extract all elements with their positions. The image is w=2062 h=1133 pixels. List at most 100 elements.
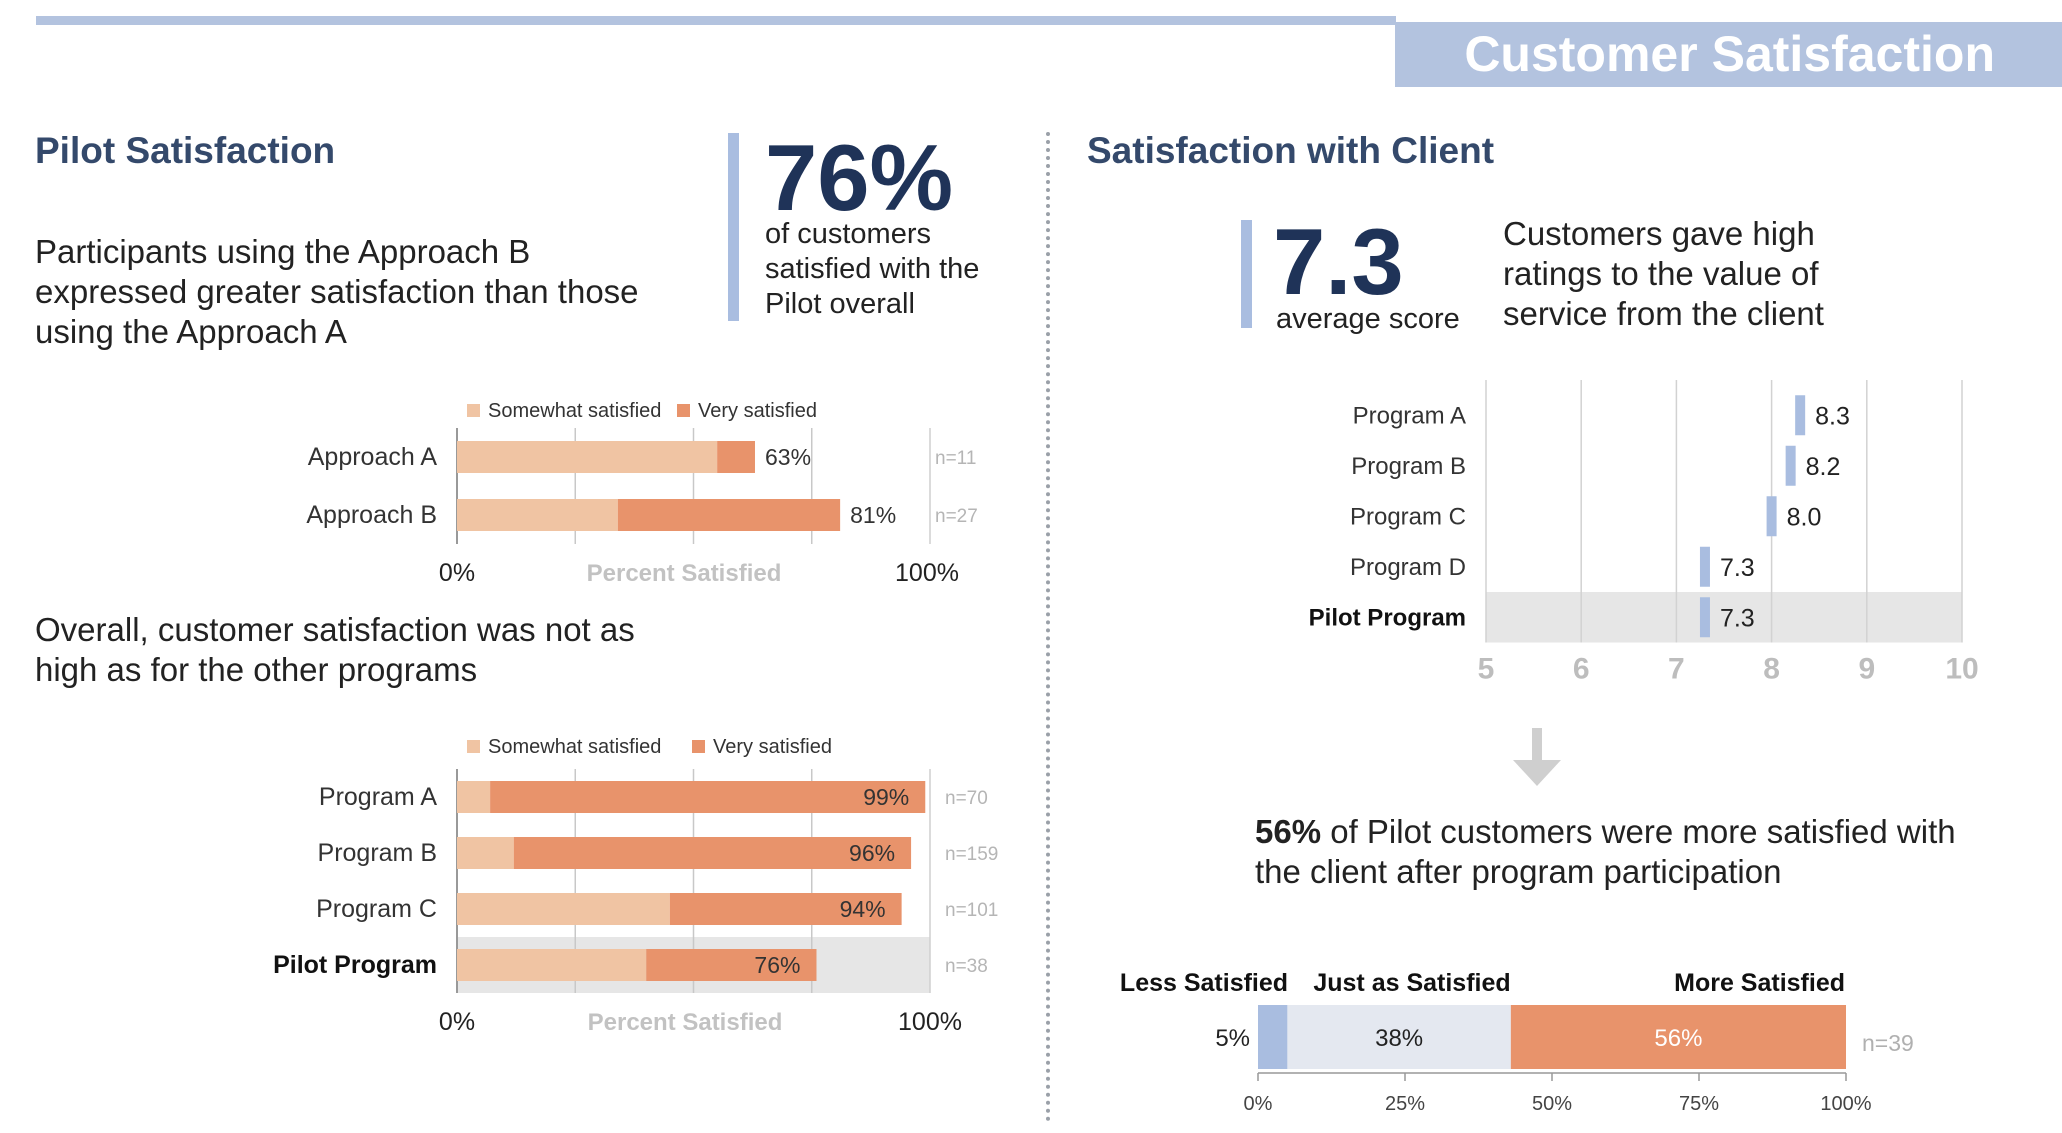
segment-label-more-satisfied: 56% [1654,1025,1702,1052]
header-rule [36,16,1396,25]
legend-label-very-satisfied: Very satisfied [698,400,817,422]
category-label-program-c: Program C [316,895,437,923]
finding-percent: 56% [1255,813,1322,850]
legend-swatch-somewhat-satisfied [467,740,480,753]
legend-label-somewhat-satisfied: Somewhat satisfied [488,736,661,758]
segment-header-less-satisfied: Less Satisfied [1120,969,1288,997]
segment-label-just-as-satisfied: 38% [1375,1025,1423,1052]
kpi-76-caption: of customers satisfied with the Pilot ov… [765,218,980,320]
category-label-program-a: Program A [319,783,437,811]
tick-label-25: 25% [1385,1093,1425,1115]
total-label-program-c: 94% [840,896,886,922]
total-label-approach-a: 63% [765,444,811,470]
category-label-program-b: Program B [318,839,437,867]
bar-somewhat-satisfied-approach-a [457,441,718,473]
tick-label-50: 50% [1532,1093,1572,1115]
segment-header-more-satisfied: More Satisfied [1674,969,1845,997]
segment-less-satisfied [1258,1005,1288,1069]
tick-label-75: 75% [1679,1093,1719,1115]
n-label-pilot-program: n=38 [945,956,988,977]
finding-text: of Pilot customers were more satisfied w… [1255,813,1956,890]
bar-somewhat-satisfied-program-a [457,781,491,813]
tick-label-7: 7 [1668,653,1685,686]
approach-summary: Participants using the Approach B expres… [35,233,639,350]
overall-summary: Overall, customer satisfaction was not a… [35,611,635,688]
n-label-approach-a: n=11 [935,448,976,469]
tick-label-max: 100% [898,1008,962,1036]
bar-somewhat-satisfied-program-c [457,893,670,925]
tick-label-min: 0% [439,1008,475,1036]
legend-swatch-very-satisfied [692,740,705,753]
total-label-approach-b: 81% [850,502,896,528]
kpi-accent-bar [728,133,739,321]
change-satisfaction-chart: Less Satisfied 5% Just as Satisfied 38% More… [1120,969,1914,1115]
n-label-approach-b: n=27 [935,506,978,527]
category-label-pilot-program: Pilot Program [1309,604,1466,631]
legend-label-very-satisfied: Very satisfied [713,736,832,758]
tick-label-100: 100% [1820,1093,1871,1115]
score-accent-bar [1241,220,1252,328]
score-mark-program-a [1795,395,1806,436]
bar-somewhat-satisfied-program-b [457,837,514,869]
score-mark-program-c [1766,496,1777,537]
legend-label-somewhat-satisfied: Somewhat satisfied [488,400,661,422]
bar-very-satisfied-program-a [490,781,926,813]
tick-label-max: 100% [895,559,959,585]
tick-label-9: 9 [1858,653,1875,686]
category-label-program-c: Program C [1350,503,1466,530]
n-label-program-c: n=101 [945,900,998,921]
total-label-program-b: 96% [849,840,895,866]
x-axis-title: Percent Satisfied [587,560,782,585]
score-mark-program-d [1699,546,1710,587]
score-label-program-b: 8.2 [1806,453,1841,481]
page-title: Customer Satisfaction [1464,26,1995,82]
client-ratings-note: Customers gave high ratings to the value… [1503,215,1824,332]
more-satisfied-finding: 56% of Pilot customers were more satisfi… [1255,812,1975,892]
bar-very-satisfied-approach-b [617,499,841,531]
average-score-value: 7.3 [1273,209,1404,314]
highlight-band [1486,592,1962,643]
category-label-program-a: Program A [1353,402,1466,429]
score-mark-program-b [1785,445,1796,486]
category-label-approach-b: Approach B [306,501,437,529]
bar-very-satisfied-program-b [513,837,912,869]
tick-label-6: 6 [1573,653,1590,686]
score-label-program-a: 8.3 [1815,402,1850,430]
bar-very-satisfied-pilot-program [646,949,817,981]
n-label-program-b: n=159 [945,844,998,865]
x-axis-title: Percent Satisfied [588,1009,783,1036]
total-label-program-a: 99% [863,784,909,810]
bar-somewhat-satisfied-pilot-program [457,949,647,981]
client-score-chart: 5 6 7 8 9 10 Program A 8.3 Program B 8.2 Program C… [1309,380,1979,686]
category-label-approach-a: Approach A [308,443,438,471]
program-satisfaction-chart: Somewhat satisfied Very satisfied Program … [273,736,998,1036]
total-label-pilot-program: 76% [754,952,800,978]
approach-satisfaction-chart: Somewhat satisfied Very satisfied Approach… [306,400,978,585]
score-label-program-c: 8.0 [1787,503,1822,531]
category-label-pilot-program: Pilot Program [273,951,437,979]
tick-label-10: 10 [1945,653,1978,686]
tick-label-8: 8 [1763,653,1780,686]
legend-swatch-somewhat-satisfied [467,404,480,417]
n-label: n=39 [1862,1030,1914,1056]
n-label-program-a: n=70 [945,788,988,809]
tick-label-min: 0% [439,559,475,585]
header-banner [1395,22,2062,87]
legend-swatch-very-satisfied [677,404,690,417]
category-label-program-b: Program B [1351,453,1466,480]
score-mark-pilot-program [1699,597,1710,638]
bar-very-satisfied-program-c [669,893,902,925]
pilot-satisfaction-title: Pilot Satisfaction [35,130,336,171]
kpi-76-value: 76% [765,125,954,230]
segment-just-as-satisfied [1287,1005,1511,1069]
segment-more-satisfied [1510,1005,1846,1069]
bar-somewhat-satisfied-approach-b [457,499,618,531]
category-label-program-d: Program D [1350,554,1466,581]
score-label-pilot-program: 7.3 [1720,604,1755,632]
section-divider [1046,132,1050,1122]
client-satisfaction-title: Satisfaction with Client [1087,130,1495,171]
segment-label-less-satisfied: 5% [1215,1025,1250,1052]
score-label-program-d: 7.3 [1720,554,1755,582]
tick-label-5: 5 [1478,653,1495,686]
segment-header-just-as-satisfied: Just as Satisfied [1313,969,1510,997]
